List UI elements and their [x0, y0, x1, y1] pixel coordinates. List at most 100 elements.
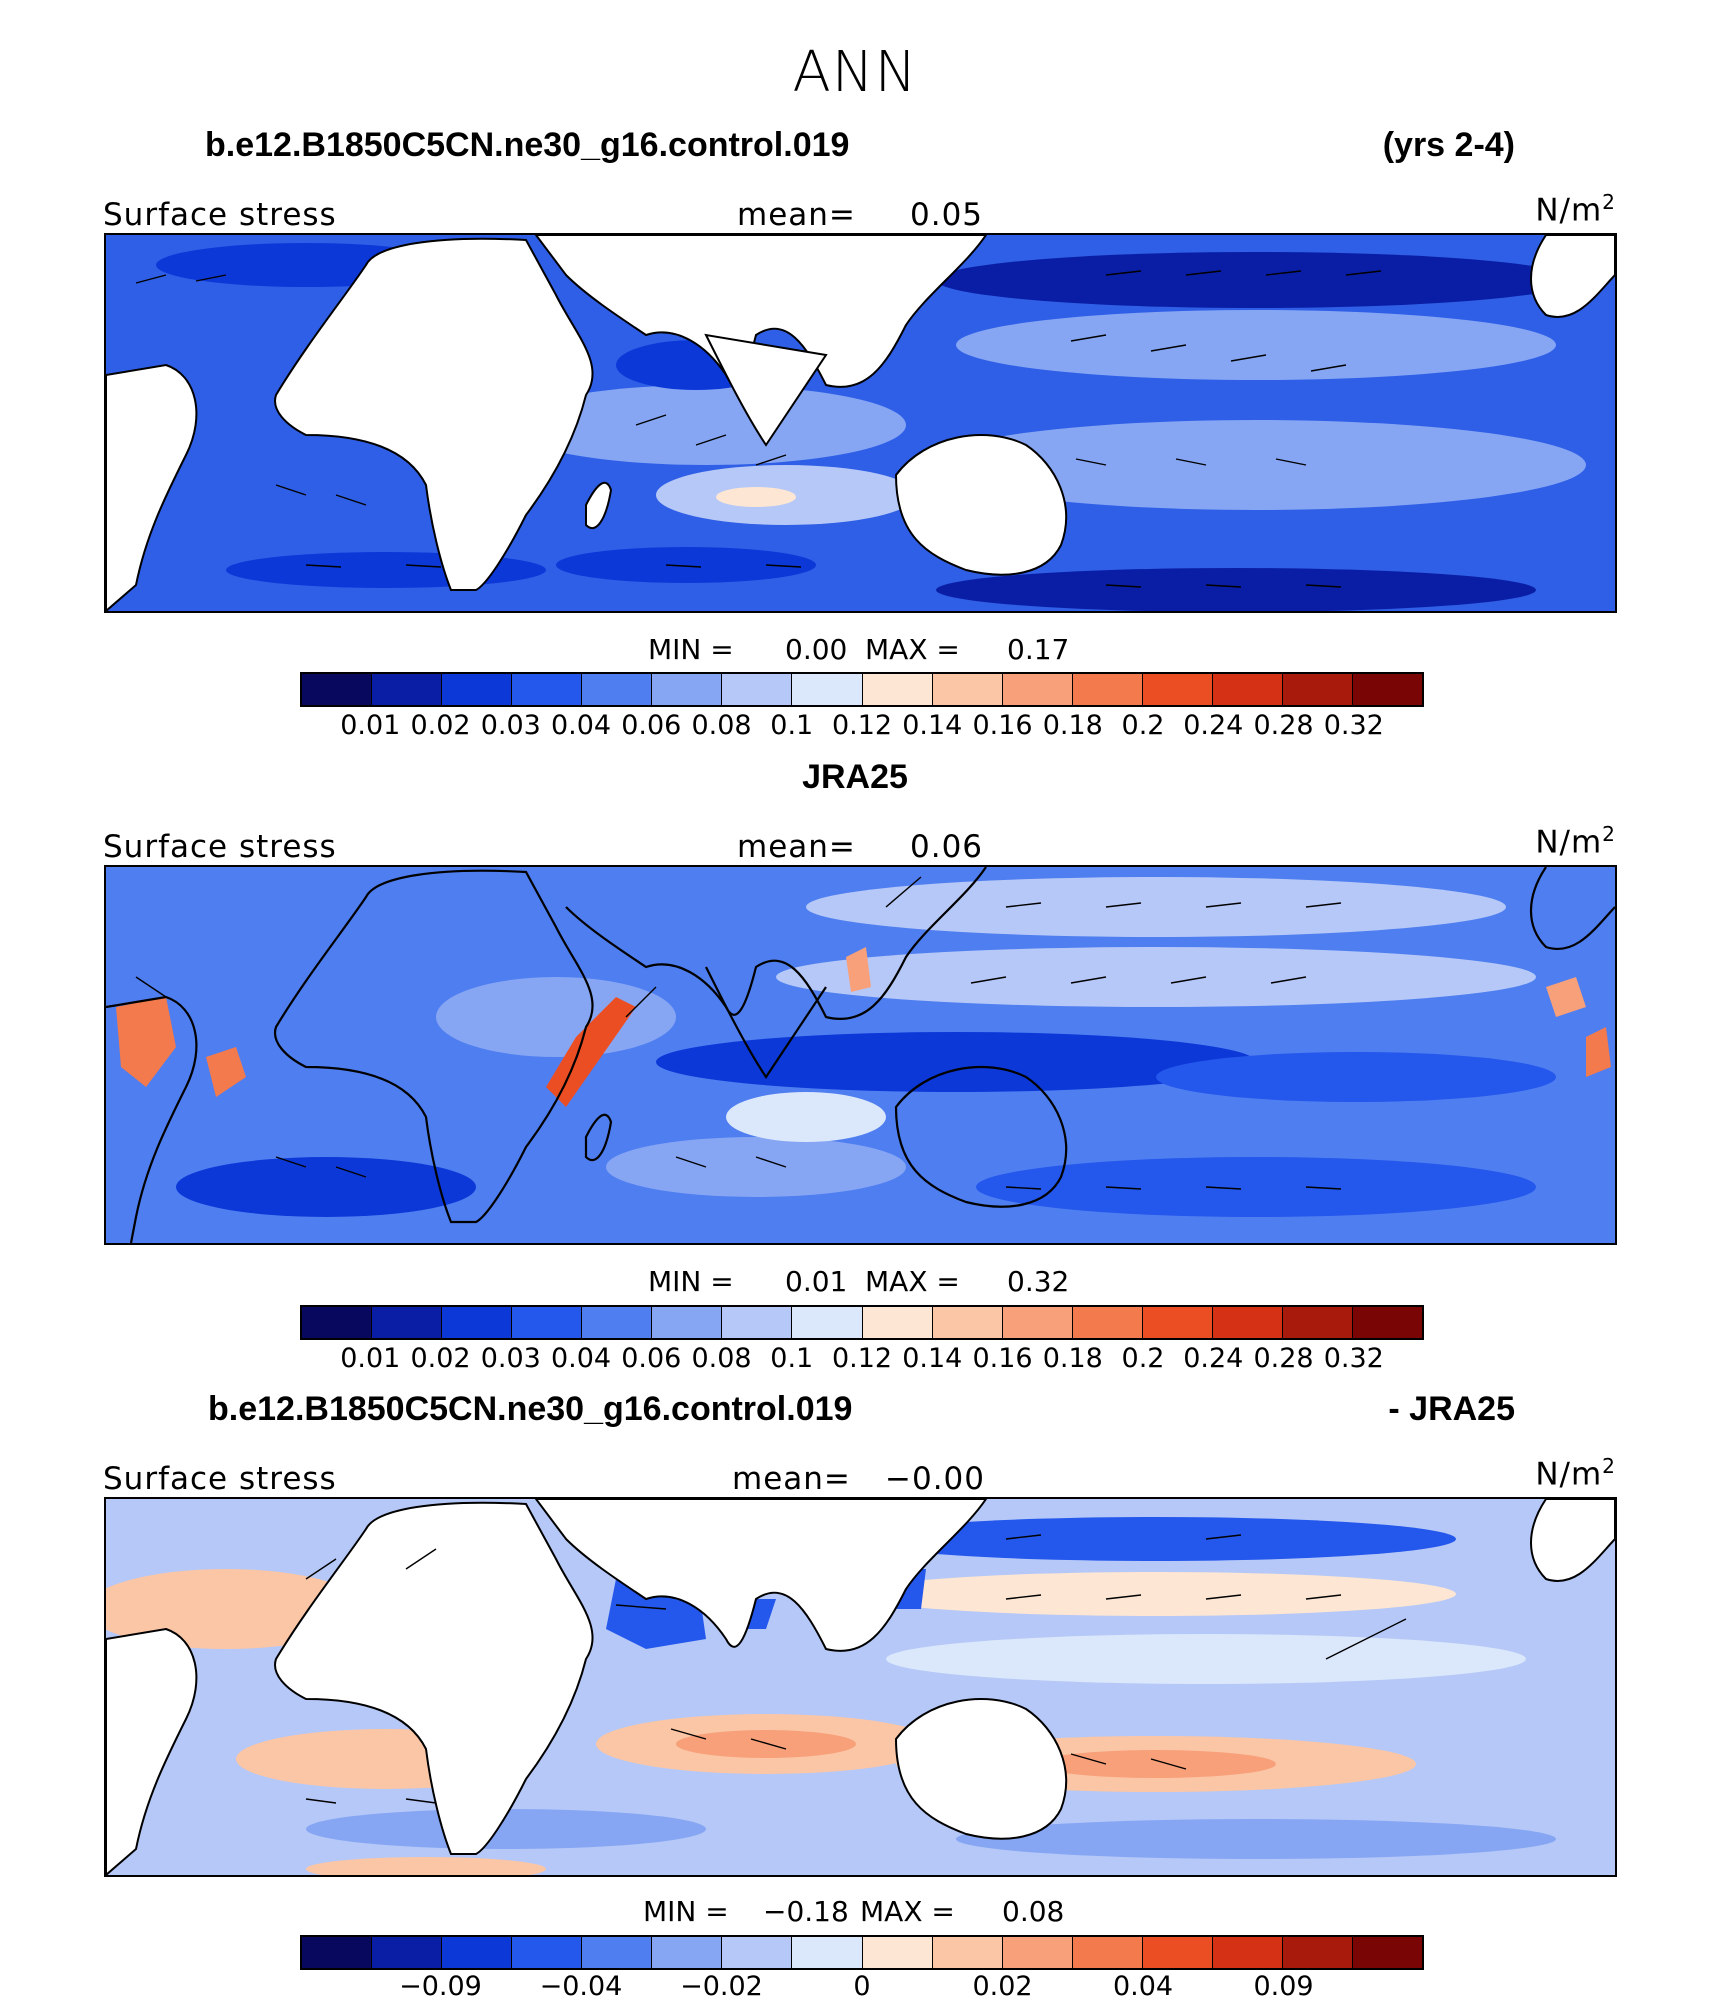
panel-2-min-label: MIN = — [648, 1265, 734, 1298]
colorbar-swatch — [862, 1937, 933, 1968]
stress-band — [556, 547, 816, 583]
colorbar-swatch — [932, 674, 1003, 705]
colorbar-tick-label: 0.03 — [480, 710, 541, 741]
colorbar-tick-label: 0.14 — [902, 710, 963, 741]
stress-band — [776, 947, 1536, 1007]
eurasia-coastline — [565, 867, 987, 1020]
stress-band — [936, 568, 1536, 611]
colorbar-swatch — [1212, 1307, 1283, 1338]
colorbar-tick-label: 0.1 — [770, 1343, 814, 1374]
colorbar-swatch — [1282, 674, 1353, 705]
eurasia-landmass — [534, 235, 988, 388]
panel-3-case-subtitle: - JRA25 — [1388, 1390, 1515, 1428]
colorbar-tick-label: 0.2 — [1121, 1343, 1165, 1374]
colorbar-swatch — [652, 1937, 723, 1968]
colorbar-swatch — [1002, 674, 1073, 705]
figure-title: ANN — [792, 40, 918, 105]
colorbar-tick-label: 0.04 — [550, 710, 612, 741]
india-coastline — [705, 966, 827, 1079]
colorbar-swatch — [372, 1307, 443, 1338]
colorbar-swatch — [442, 1307, 513, 1338]
panel-3-map — [104, 1497, 1617, 1877]
north-america-landmass — [1530, 235, 1615, 318]
colorbar-swatch — [862, 1307, 933, 1338]
stress-band — [856, 1572, 1456, 1616]
panel-2-map — [104, 865, 1617, 1245]
africa-coastline — [273, 869, 594, 1224]
panel-3-units: N/m2 — [1535, 1454, 1616, 1493]
madagascar-coastline — [584, 1113, 613, 1162]
panel-3-mean-label: mean= — [732, 1461, 851, 1497]
panel-3-min-value: −0.18 — [763, 1895, 849, 1928]
panel-3-colorbar-ticks: −0.09 −0.04 −0.02 0 0.02 0.04 0.09 — [300, 1971, 1424, 2011]
colorbar-swatch — [722, 674, 793, 705]
colorbar-swatch — [1352, 674, 1422, 705]
colorbar-swatch — [1002, 1937, 1073, 1968]
panel-3-max-value: 0.08 — [1002, 1895, 1065, 1928]
panel-2-mean-label: mean= — [737, 829, 856, 865]
panel-1-mean-value: 0.05 — [910, 197, 984, 233]
colorbar-tick-label: 0.04 — [1112, 1971, 1174, 2002]
colorbar-swatch — [302, 1307, 373, 1338]
colorbar-tick-label: −0.09 — [399, 1971, 482, 2002]
panel-2-colorbar — [300, 1305, 1424, 1340]
panel-3-variable-label: Surface stress — [103, 1461, 337, 1497]
stress-band — [956, 310, 1556, 380]
colorbar-tick-label: −0.04 — [539, 1971, 623, 2002]
panel-2-units: N/m2 — [1535, 822, 1616, 861]
colorbar-tick-label: 0.12 — [831, 710, 893, 741]
colorbar-tick-label: 0.28 — [1253, 1343, 1314, 1374]
colorbar-swatch — [1352, 1937, 1422, 1968]
stress-band — [976, 1157, 1536, 1217]
eurasia-landmass — [534, 1499, 988, 1652]
colorbar-swatch — [652, 1307, 723, 1338]
colorbar-tick-label: 0.08 — [691, 1343, 752, 1374]
high-stress-patch — [1546, 977, 1586, 1017]
colorbar-tick-label: 0.32 — [1323, 710, 1384, 741]
colorbar-tick-label: 0.1 — [770, 710, 814, 741]
panel-3-min-label: MIN = — [643, 1895, 729, 1928]
colorbar-tick-label: 0.24 — [1183, 1343, 1244, 1374]
colorbar-tick-label: 0.2 — [1121, 710, 1165, 741]
panel-1-variable-label: Surface stress — [103, 197, 337, 233]
panel-1-min-label: MIN = — [648, 633, 734, 666]
colorbar-swatch — [1282, 1307, 1353, 1338]
colorbar-swatch — [1002, 1307, 1073, 1338]
panel-2-case-title: JRA25 — [802, 758, 908, 796]
colorbar-swatch — [1212, 674, 1283, 705]
colorbar-tick-label: 0.16 — [972, 1343, 1033, 1374]
colorbar-swatch — [372, 1937, 443, 1968]
africa-landmass — [274, 1501, 594, 1855]
colorbar-swatch — [1072, 1937, 1143, 1968]
panel-1-map — [104, 233, 1617, 613]
panel-1-colorbar — [300, 672, 1424, 707]
colorbar-tick-label: 0.16 — [972, 710, 1033, 741]
stress-band — [856, 1517, 1456, 1561]
panel-1-max-value: 0.17 — [1007, 633, 1070, 666]
north-america-landmass — [1530, 1499, 1615, 1582]
africa-landmass — [274, 237, 594, 591]
wind-vectors — [135, 876, 1342, 1190]
colorbar-swatch — [792, 674, 863, 705]
colorbar-tick-label: 0.01 — [340, 1343, 401, 1374]
colorbar-tick-label: 0.02 — [410, 1343, 471, 1374]
south-america-landmass — [106, 1627, 198, 1875]
australia-landmass — [894, 1698, 1068, 1840]
colorbar-tick-label: 0.04 — [550, 1343, 612, 1374]
panel-2-max-label: MAX = — [865, 1265, 960, 1298]
stress-band — [806, 877, 1506, 937]
colorbar-swatch — [792, 1307, 863, 1338]
colorbar-swatch — [722, 1307, 793, 1338]
australia-landmass — [894, 434, 1068, 576]
colorbar-swatch — [442, 1937, 513, 1968]
colorbar-tick-label: 0.08 — [691, 710, 752, 741]
panel-1-min-value: 0.00 — [785, 633, 848, 666]
panel-2-max-value: 0.32 — [1007, 1265, 1070, 1298]
high-stress-patch — [1586, 1027, 1611, 1077]
wind-vectors — [135, 270, 1382, 588]
colorbar-swatch — [1142, 1307, 1213, 1338]
panel-1-case-title: b.e12.B1850C5CN.ne30_g16.control.019 — [205, 126, 850, 164]
high-stress-patch — [546, 997, 636, 1107]
panel-3-colorbar — [300, 1935, 1424, 1970]
panel-2-colorbar-ticks: 0.01 0.02 0.03 0.04 0.06 0.08 0.1 0.12 0.14 0.16 0… — [300, 1343, 1424, 1383]
